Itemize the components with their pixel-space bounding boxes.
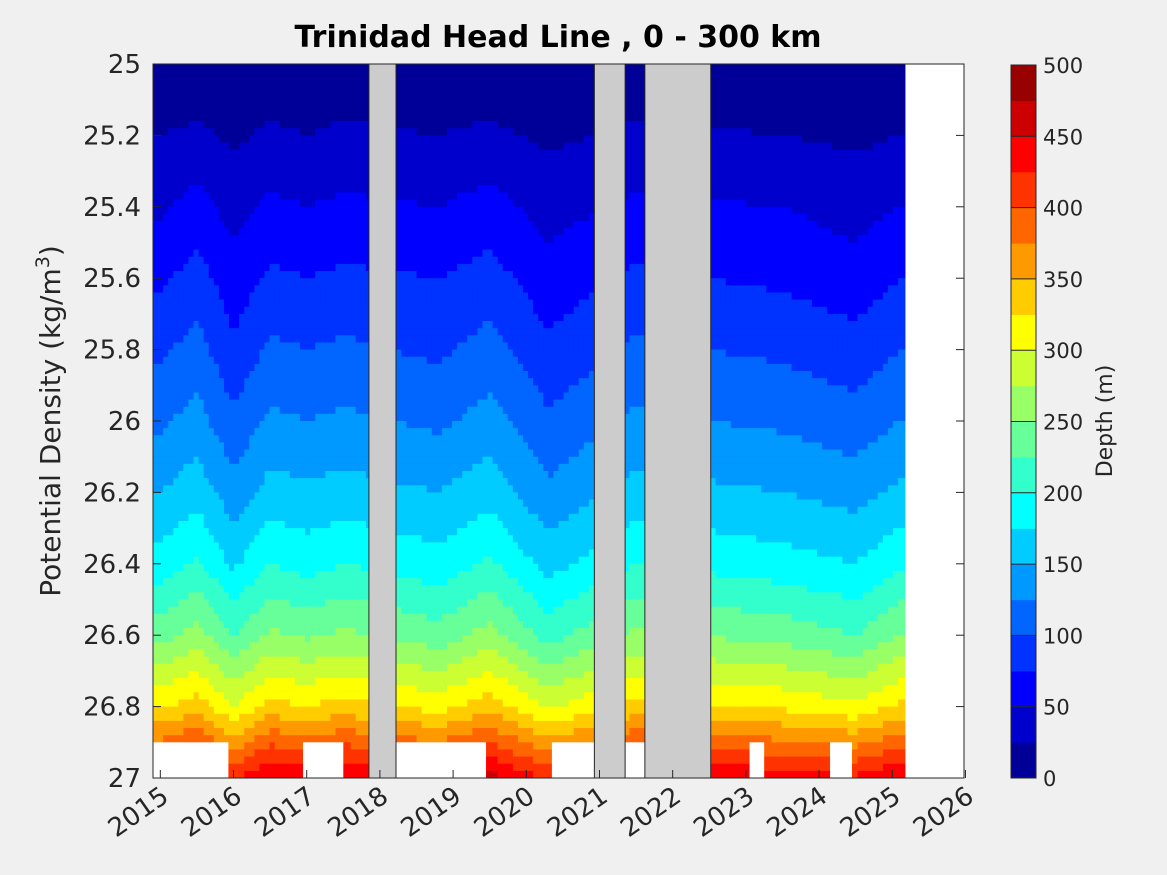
no-data-periods bbox=[368, 63, 712, 779]
x-tick-label: 2023 bbox=[688, 781, 759, 844]
colorbar-tick-label: 250 bbox=[1043, 411, 1083, 435]
colorbar-tick-label: 400 bbox=[1043, 197, 1083, 221]
missing-data-gap bbox=[625, 742, 645, 778]
x-tick-label: 2022 bbox=[615, 781, 686, 844]
missing-data-gap bbox=[749, 742, 765, 778]
y-tick-label: 25.6 bbox=[83, 264, 141, 294]
colorbar-level bbox=[1011, 136, 1036, 173]
colorbar-level bbox=[1011, 492, 1036, 529]
colorbar-level bbox=[1011, 635, 1036, 672]
colorbar-tick-label: 0 bbox=[1043, 767, 1056, 791]
y-tick-label: 26.2 bbox=[83, 478, 141, 508]
x-tick-label: 2017 bbox=[249, 781, 320, 844]
colorbar-tick-label: 150 bbox=[1043, 553, 1083, 577]
x-tick-label: 2018 bbox=[323, 781, 394, 844]
colorbar-level bbox=[1011, 350, 1036, 387]
x-tick-label: 2024 bbox=[762, 781, 833, 844]
colorbar-tick-label: 350 bbox=[1043, 268, 1083, 292]
y-tick-label: 25.4 bbox=[83, 193, 141, 223]
colorbar-level bbox=[1011, 207, 1036, 244]
y-axis-label-close: ) bbox=[34, 245, 67, 256]
y-tick-label: 25 bbox=[108, 50, 141, 80]
colorbar-level bbox=[1011, 421, 1036, 458]
colorbar-tick-label: 450 bbox=[1043, 125, 1083, 149]
y-tick-label: 26.4 bbox=[83, 550, 141, 580]
colorbar-level bbox=[1011, 671, 1036, 708]
missing-data-gap bbox=[551, 742, 595, 778]
colorbar-level bbox=[1011, 100, 1036, 137]
no-data-bar bbox=[644, 63, 712, 779]
colorbar-level bbox=[1011, 599, 1036, 636]
no-data-bar bbox=[368, 63, 397, 779]
y-axis: 25 25.2 25.4 25.6 25.8 26 26.2 26.4 26.6 26.8 27 bbox=[83, 50, 964, 794]
x-tick-label: 2019 bbox=[396, 781, 467, 844]
colorbar-label: Depth (m) bbox=[1093, 365, 1118, 478]
colorbar-tick-label: 200 bbox=[1043, 482, 1083, 506]
x-tick-label: 2021 bbox=[542, 781, 613, 844]
colorbar-tick-label: 300 bbox=[1043, 339, 1083, 363]
colorbar-level bbox=[1011, 65, 1036, 102]
x-tick-label: 2025 bbox=[835, 781, 906, 844]
colorbar: 0 50 100 150 200 250 300 350 400 450 500 bbox=[1010, 54, 1083, 791]
colorbar-tick-label: 500 bbox=[1043, 54, 1083, 78]
no-data-bar bbox=[593, 63, 626, 779]
chart-title: Trinidad Head Line , 0 - 300 km bbox=[294, 20, 821, 55]
colorbar-level bbox=[1011, 171, 1036, 208]
colorbar-level bbox=[1011, 742, 1036, 779]
y-tick-label: 27 bbox=[108, 764, 141, 794]
colorbar-tick-label: 50 bbox=[1043, 696, 1070, 720]
colorbar-level bbox=[1011, 385, 1036, 422]
x-tick-label: 2020 bbox=[469, 781, 540, 844]
colorbar-level bbox=[1011, 278, 1036, 315]
colorbar-level bbox=[1011, 314, 1036, 351]
colorbar-tick-label: 100 bbox=[1043, 624, 1083, 648]
missing-data-gaps bbox=[153, 64, 964, 778]
y-tick-label: 26 bbox=[108, 407, 141, 437]
missing-data-gap bbox=[396, 742, 487, 778]
colorbar-level bbox=[1011, 564, 1036, 601]
colorbar-level bbox=[1011, 457, 1036, 494]
missing-data-gap bbox=[905, 64, 964, 778]
y-tick-label: 26.6 bbox=[83, 621, 141, 651]
x-axis: 2015 2016 2017 2018 2019 2020 2021 2022 2023 2024… bbox=[103, 770, 979, 844]
missing-data-gap bbox=[153, 742, 229, 778]
x-tick-label: 2026 bbox=[908, 781, 979, 844]
missing-data-gap bbox=[303, 742, 344, 778]
y-axis-label: Potential Density (kg/m3) bbox=[32, 245, 67, 597]
y-axis-label-superscript: 3 bbox=[32, 256, 54, 268]
colorbar-level bbox=[1011, 706, 1036, 743]
missing-data-gap bbox=[830, 742, 853, 778]
y-tick-label: 26.8 bbox=[83, 693, 141, 723]
colorbar-level bbox=[1011, 243, 1036, 280]
x-tick-label: 2016 bbox=[176, 781, 247, 844]
plot-field bbox=[153, 64, 964, 778]
y-axis-label-text: Potential Density (kg/m bbox=[34, 268, 67, 597]
y-tick-label: 25.2 bbox=[83, 121, 141, 151]
y-tick-label: 25.8 bbox=[83, 336, 141, 366]
colorbar-level bbox=[1011, 528, 1036, 565]
